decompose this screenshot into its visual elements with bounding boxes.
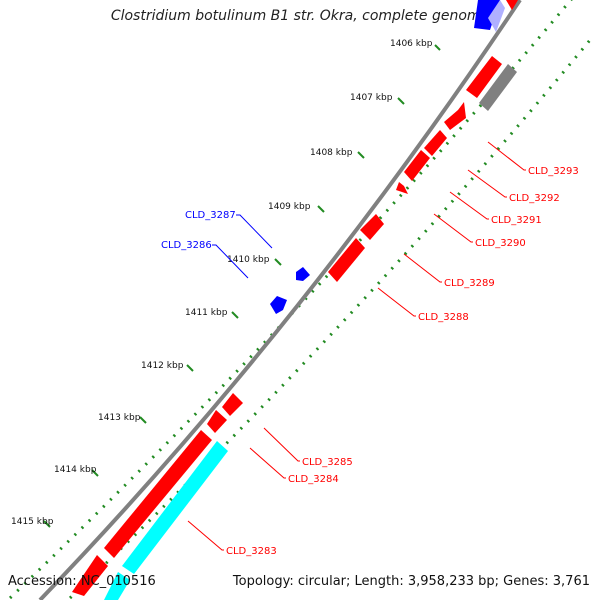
scale-ticks — [43, 44, 441, 528]
accession-label: Accession: NC_010516 — [8, 574, 156, 589]
tick-label: 1412 kbp — [141, 361, 184, 371]
cyan-feature-1 — [122, 441, 228, 574]
forward-gene-top — [506, 0, 518, 10]
gene-cld-3289 — [360, 214, 384, 240]
tick-label: 1414 kbp — [54, 465, 97, 475]
reverse-leader-lines — [212, 214, 273, 279]
tick-label: 1415 kbp — [11, 517, 54, 527]
gene-cld-3284 — [207, 410, 227, 433]
tick-label: 1413 kbp — [98, 413, 141, 423]
gene-label-cld-3293: CLD_3293 — [528, 166, 579, 177]
gene-label-cld-3284: CLD_3284 — [288, 474, 339, 485]
gene-label-cld-3285: CLD_3285 — [302, 457, 353, 468]
reverse-gene-top-light — [488, 0, 505, 32]
tick-label: 1407 kbp — [350, 93, 393, 103]
gene-cld-3290 — [404, 150, 430, 181]
gray-feature — [479, 64, 517, 111]
tick-label: 1408 kbp — [310, 148, 353, 158]
gene-cld-3283 — [104, 430, 212, 558]
gene-label-cld-3291: CLD_3291 — [491, 215, 542, 226]
tick-label: 1406 kbp — [390, 39, 433, 49]
gene-label-cld-3287: CLD_3287 — [185, 210, 236, 221]
gene-cld-3287 — [296, 267, 310, 281]
inner-gc-track — [68, 39, 592, 600]
gene-label-cld-3290: CLD_3290 — [475, 238, 526, 249]
map-title: Clostridium botulinum B1 str. Okra, comp… — [110, 8, 490, 24]
reverse-gene-top — [474, 0, 500, 30]
gene-cld-3286 — [270, 296, 287, 314]
cyan-feature-2 — [104, 572, 130, 600]
tick-label: 1410 kbp — [227, 255, 270, 265]
gene-label-cld-3286: CLD_3286 — [161, 240, 212, 251]
gene-cld-3285 — [222, 393, 243, 416]
gene-cld-3290b — [396, 182, 408, 194]
gene-label-cld-3288: CLD_3288 — [418, 312, 469, 323]
tick-label: 1409 kbp — [268, 202, 311, 212]
gene-cld-3293 — [466, 56, 502, 98]
tick-label: 1411 kbp — [185, 308, 228, 318]
forward-leader-lines — [187, 141, 526, 551]
genome-backbone — [38, 0, 522, 600]
genome-summary: Topology: circular; Length: 3,958,233 bp… — [232, 574, 590, 589]
gene-cld-3282 — [72, 555, 108, 596]
gene-label-cld-3283: CLD_3283 — [226, 546, 277, 557]
gene-cld-3292 — [444, 102, 466, 130]
gene-label-cld-3292: CLD_3292 — [509, 193, 560, 204]
gene-cld-3288 — [328, 238, 365, 282]
gene-cld-3291 — [424, 130, 447, 156]
gene-label-cld-3289: CLD_3289 — [444, 278, 495, 289]
